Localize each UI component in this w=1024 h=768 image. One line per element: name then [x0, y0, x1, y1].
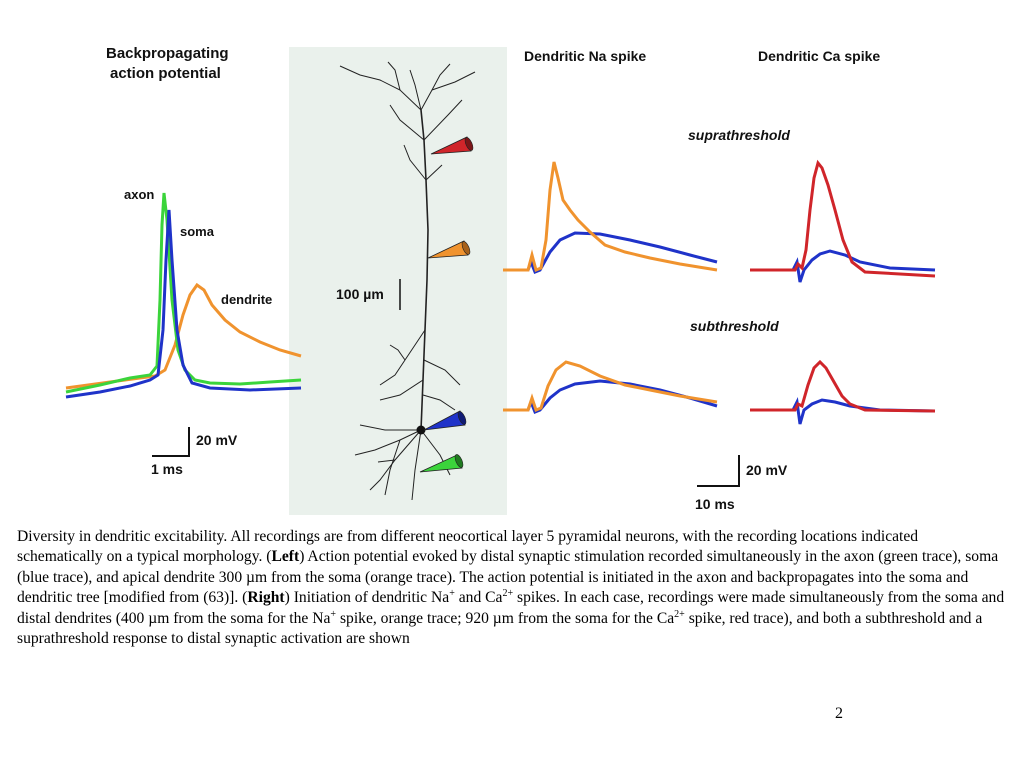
caption-right-text-b: and Ca	[454, 589, 503, 607]
electrode-orange	[427, 240, 471, 259]
right-scale-voltage: 20 mV	[746, 462, 788, 478]
caption-right-label: Right	[247, 589, 285, 607]
caption-sup-ca-1: 2+	[502, 588, 514, 600]
electrode-blue	[423, 410, 467, 431]
caption-left-label: Left	[271, 548, 300, 566]
subthreshold-label: subthreshold	[690, 318, 779, 334]
dendrite-trace	[65, 282, 302, 390]
soma-trace	[65, 209, 302, 399]
figure-caption: Diversity in dendritic excitability. All…	[17, 527, 1007, 649]
page-number: 2	[835, 705, 843, 722]
right-scale-time: 10 ms	[695, 496, 735, 512]
na-spike-title: Dendritic Na spike	[524, 48, 646, 64]
left-scale-voltage: 20 mV	[196, 432, 238, 448]
caption-right-text-d: spike, orange trace; 920 µm from the som…	[336, 609, 675, 627]
ca-supra-dendrite-trace	[750, 159, 936, 278]
electrode-red	[430, 136, 474, 155]
figure: Backpropagating action potential axon so…	[65, 45, 936, 515]
label-axon: axon	[124, 187, 154, 202]
left-title-line2: action potential	[110, 65, 221, 82]
caption-left-text: ) Action potential evoked by distal syna…	[17, 548, 999, 607]
caption-right-text-c: spikes. In each case, recordings were ma…	[17, 589, 1005, 627]
caption-right-text-a: ) Initiation of dendritic Na	[284, 589, 450, 607]
caption-right-text-e: spike, red trace), and both a subthresho…	[17, 609, 983, 648]
left-title-line1: Backpropagating	[106, 45, 229, 62]
na-supra-dendrite-trace	[503, 161, 718, 273]
label-dendrite: dendrite	[221, 292, 272, 307]
left-scale-bar	[152, 427, 190, 457]
morphology-panel	[289, 47, 507, 515]
ca-sub-dendrite-trace	[750, 359, 936, 413]
caption-sup-na-1: +	[449, 588, 455, 600]
caption-sup-na-2: +	[330, 608, 337, 620]
center-scale-label: 100 µm	[336, 286, 384, 302]
caption-sup-ca-2: 2+	[674, 608, 685, 620]
right-scale-bar	[697, 455, 740, 487]
soma-body	[416, 425, 426, 435]
label-soma: soma	[180, 224, 215, 239]
neuron-morphology	[339, 61, 476, 501]
left-scale-time: 1 ms	[151, 461, 183, 477]
caption-intro: Diversity in dendritic excitability. All…	[17, 528, 919, 566]
na-sub-dendrite-trace	[503, 360, 718, 412]
electrode-green	[419, 454, 464, 473]
suprathreshold-label: suprathreshold	[688, 127, 790, 143]
ca-supra-soma-trace	[750, 249, 936, 283]
ca-spike-title: Dendritic Ca spike	[758, 48, 880, 64]
